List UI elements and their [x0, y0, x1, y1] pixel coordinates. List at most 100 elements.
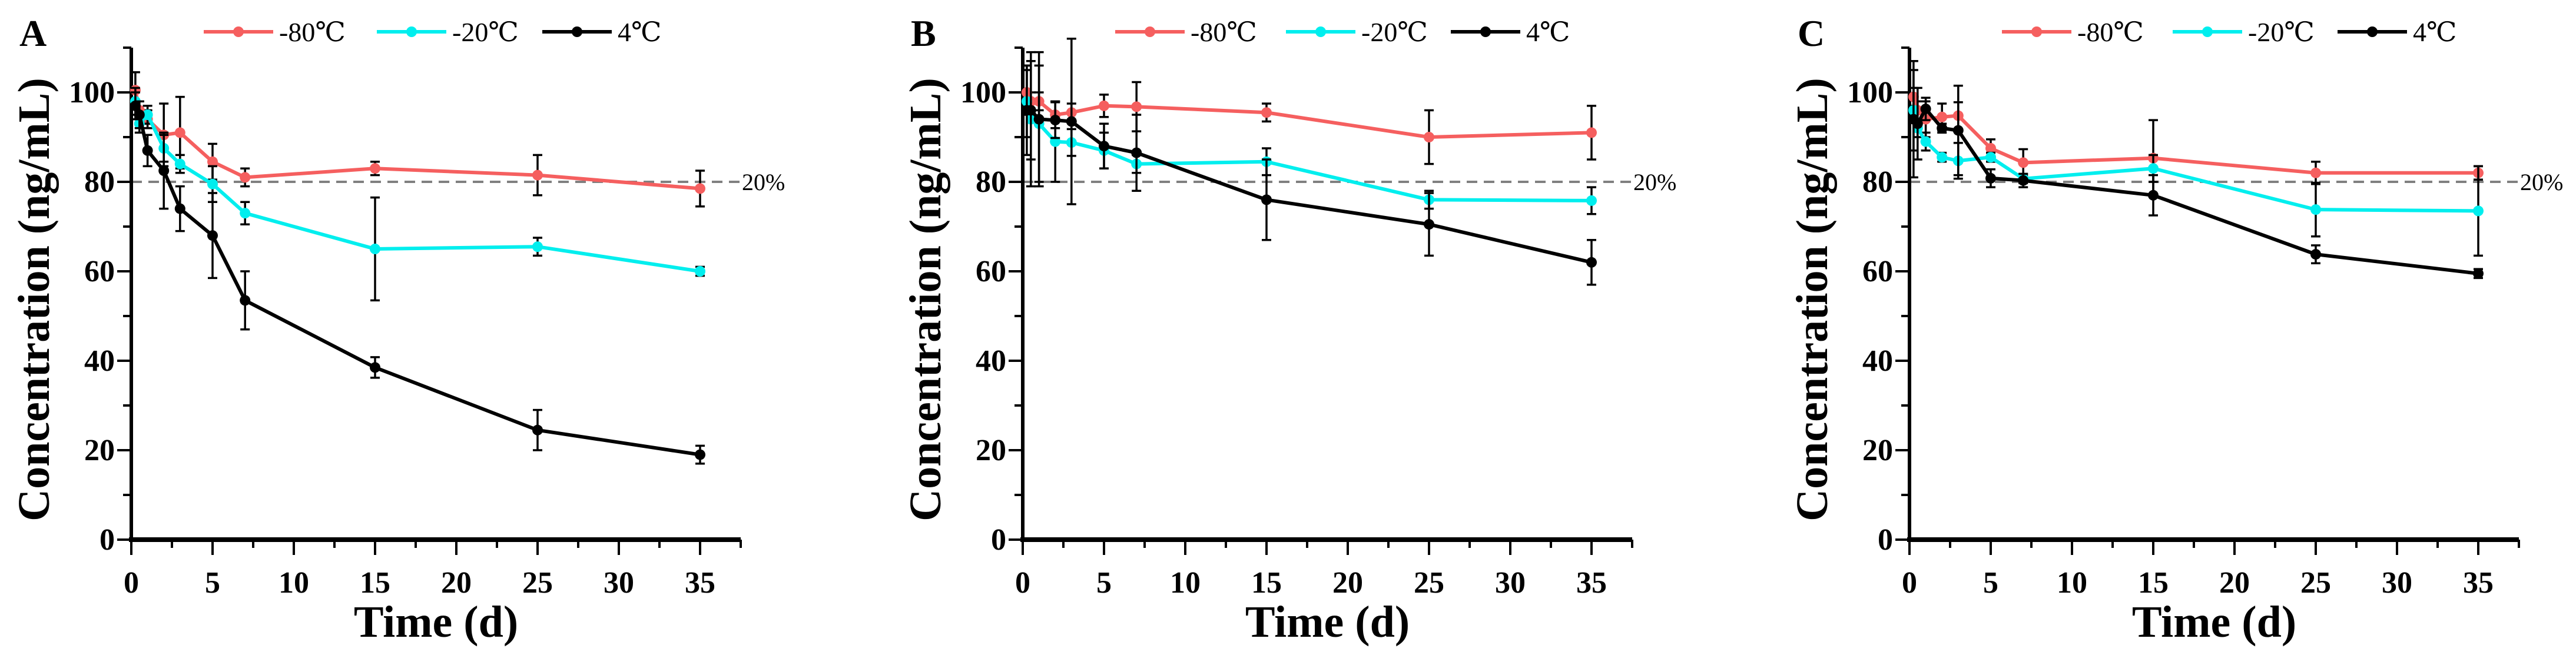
data-point [1261, 107, 1272, 118]
data-point [207, 178, 218, 189]
data-point [207, 230, 218, 241]
y-tick-label: 0 [991, 523, 1006, 557]
x-tick-label: 15 [1251, 566, 1282, 600]
y-tick-label: 60 [1862, 255, 1893, 288]
y-tick-label: 40 [1862, 344, 1893, 378]
y-tick-label: 80 [84, 165, 115, 199]
data-point [2310, 249, 2321, 260]
data-point [1066, 116, 1077, 127]
series-line [1912, 107, 2479, 275]
series-2 [1908, 60, 2484, 280]
data-point [1099, 100, 1109, 111]
series-line [133, 89, 701, 191]
data-point [207, 156, 218, 167]
x-tick-label: 20 [2219, 566, 2250, 600]
data-point [1952, 125, 1964, 136]
chart-panel-b: B 20% 0 5 10 15 20 25 30 35 0 20 40 60 80 100 Time (d) Co… [901, 12, 1676, 647]
y-axis-title: Concentration (ng/mL) [1788, 78, 1837, 521]
legend-label: -20℃ [452, 17, 519, 47]
x-tick-label: 30 [604, 566, 634, 600]
x-tick-label: 20 [441, 566, 472, 600]
y-axis-title: Concentration (ng/mL) [9, 78, 59, 521]
panel-label: A [19, 12, 47, 54]
legend-marker [2367, 26, 2378, 37]
x-tick-label: 25 [2300, 566, 2331, 600]
data-point [532, 241, 543, 252]
legend-label: -80℃ [1191, 17, 1257, 47]
legend-marker [572, 26, 582, 37]
data-point [370, 244, 380, 254]
data-point [2148, 163, 2159, 174]
data-point [240, 295, 251, 306]
y-tick-label: 0 [1878, 523, 1893, 557]
x-axis-title: Time (d) [354, 597, 518, 647]
x-tick-label: 0 [124, 566, 139, 600]
data-point [2310, 167, 2321, 178]
data-point [695, 449, 705, 460]
series-1 [130, 87, 705, 302]
x-tick-label: 35 [685, 566, 715, 600]
y-tick-label: 60 [84, 255, 115, 288]
legend-label: -80℃ [2077, 17, 2144, 47]
chart-panel-c: C 20% 0 5 10 15 20 25 30 35 0 20 40 60 80 100 Time (d) Co… [1788, 12, 2563, 647]
data-point [1586, 195, 1597, 206]
y-tick-label: 100 [1847, 76, 1893, 109]
data-point [2148, 189, 2159, 201]
data-point [1131, 147, 1142, 158]
series-line [1911, 109, 2479, 213]
y-tick-label: 20 [1862, 434, 1893, 467]
series-line [1025, 101, 1592, 202]
reference-line-label: 20% [742, 169, 785, 195]
data-point [2018, 175, 2029, 186]
x-tick-label: 25 [522, 566, 553, 600]
data-point [1912, 118, 1923, 129]
x-tick-label: 30 [2382, 566, 2412, 600]
legend-marker [2202, 26, 2213, 37]
x-tick-label: 35 [1576, 566, 1607, 600]
data-point [1937, 111, 1948, 122]
legend-marker [1145, 26, 1155, 37]
data-point [2018, 157, 2029, 168]
legend-label: -20℃ [1361, 17, 1428, 47]
data-point [1025, 105, 1036, 116]
data-point [174, 203, 185, 214]
data-point [240, 208, 251, 219]
data-point [695, 183, 705, 194]
y-tick-label: 20 [976, 434, 1006, 467]
x-tick-label: 25 [1414, 566, 1444, 600]
data-point [158, 165, 170, 176]
panel-label: C [1798, 12, 1825, 54]
legend-marker [2031, 26, 2042, 37]
data-point [1985, 172, 1996, 184]
x-tick-label: 5 [1096, 566, 1112, 600]
y-tick-label: 40 [84, 344, 115, 378]
legend-label: 4℃ [618, 17, 661, 47]
data-point [142, 145, 153, 156]
x-tick-label: 30 [1495, 566, 1526, 600]
x-tick-label: 10 [279, 566, 309, 600]
series-2 [1021, 38, 1597, 286]
data-point [1033, 114, 1045, 125]
data-point [1985, 152, 1996, 163]
chart-panel-a: A 20% 0 5 10 15 20 25 30 35 0 20 40 60 80 100 Time (d) Co… [9, 12, 785, 647]
series-line [133, 101, 701, 273]
reference-line-label: 20% [2520, 169, 2563, 195]
data-point [2473, 205, 2484, 217]
data-point [1920, 104, 1931, 115]
data-point [532, 169, 543, 181]
y-tick-label: 40 [976, 344, 1006, 378]
y-tick-label: 80 [1862, 165, 1893, 199]
x-tick-label: 10 [2057, 566, 2087, 600]
data-point [1586, 127, 1597, 138]
data-point [1261, 194, 1272, 205]
x-tick-label: 0 [1902, 566, 1917, 600]
x-tick-label: 10 [1170, 566, 1201, 600]
data-point [1985, 143, 1996, 154]
x-tick-label: 5 [205, 566, 220, 600]
data-point [130, 100, 141, 111]
legend-label: 4℃ [2413, 17, 2456, 47]
data-point [370, 362, 380, 373]
data-point [1424, 132, 1434, 142]
series-1 [1908, 69, 2484, 257]
